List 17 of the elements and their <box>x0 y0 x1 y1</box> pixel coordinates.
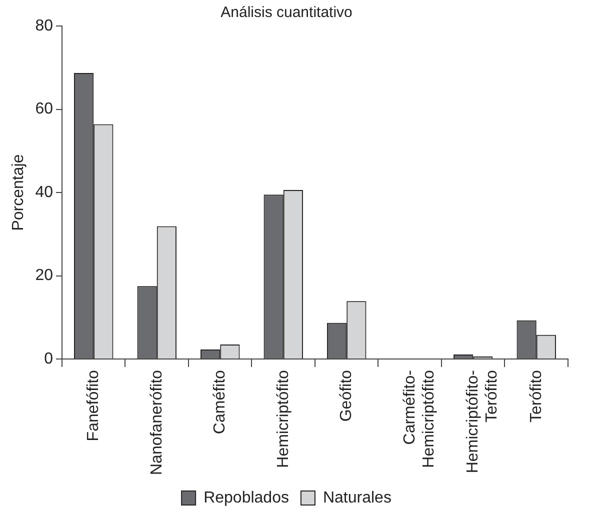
y-tick-label: 20 <box>35 267 54 284</box>
x-tick-label: Hemicriptófito <box>274 370 292 468</box>
y-axis-title: Porcentaje <box>10 154 28 231</box>
legend-label: Naturales <box>322 489 392 506</box>
x-tick-label: Nanofanerófito <box>148 370 166 476</box>
y-tick-label: 80 <box>35 17 54 34</box>
x-tick-label: Geófito <box>338 370 356 422</box>
y-tick-label: 60 <box>35 100 54 118</box>
chart-title: Análisis cuantitativo <box>220 4 352 22</box>
x-tick-label: Fanefófito <box>85 370 102 442</box>
x-tick-label: Hemicriptófito-Terófito <box>464 370 501 474</box>
x-tick-label: Caméfito <box>212 370 229 434</box>
legend-label: Repoblados <box>204 489 289 506</box>
y-tick-label: 0 <box>44 350 54 368</box>
x-tick-label: Terófito <box>528 370 545 423</box>
y-tick-label: 40 <box>35 184 54 201</box>
x-tick-label: Carméfito-Hemicriptófito <box>401 370 438 468</box>
